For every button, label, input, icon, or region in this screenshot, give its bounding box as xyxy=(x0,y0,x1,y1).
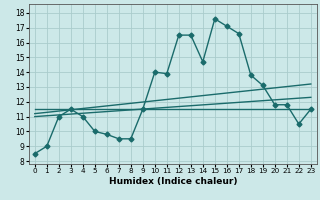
X-axis label: Humidex (Indice chaleur): Humidex (Indice chaleur) xyxy=(108,177,237,186)
